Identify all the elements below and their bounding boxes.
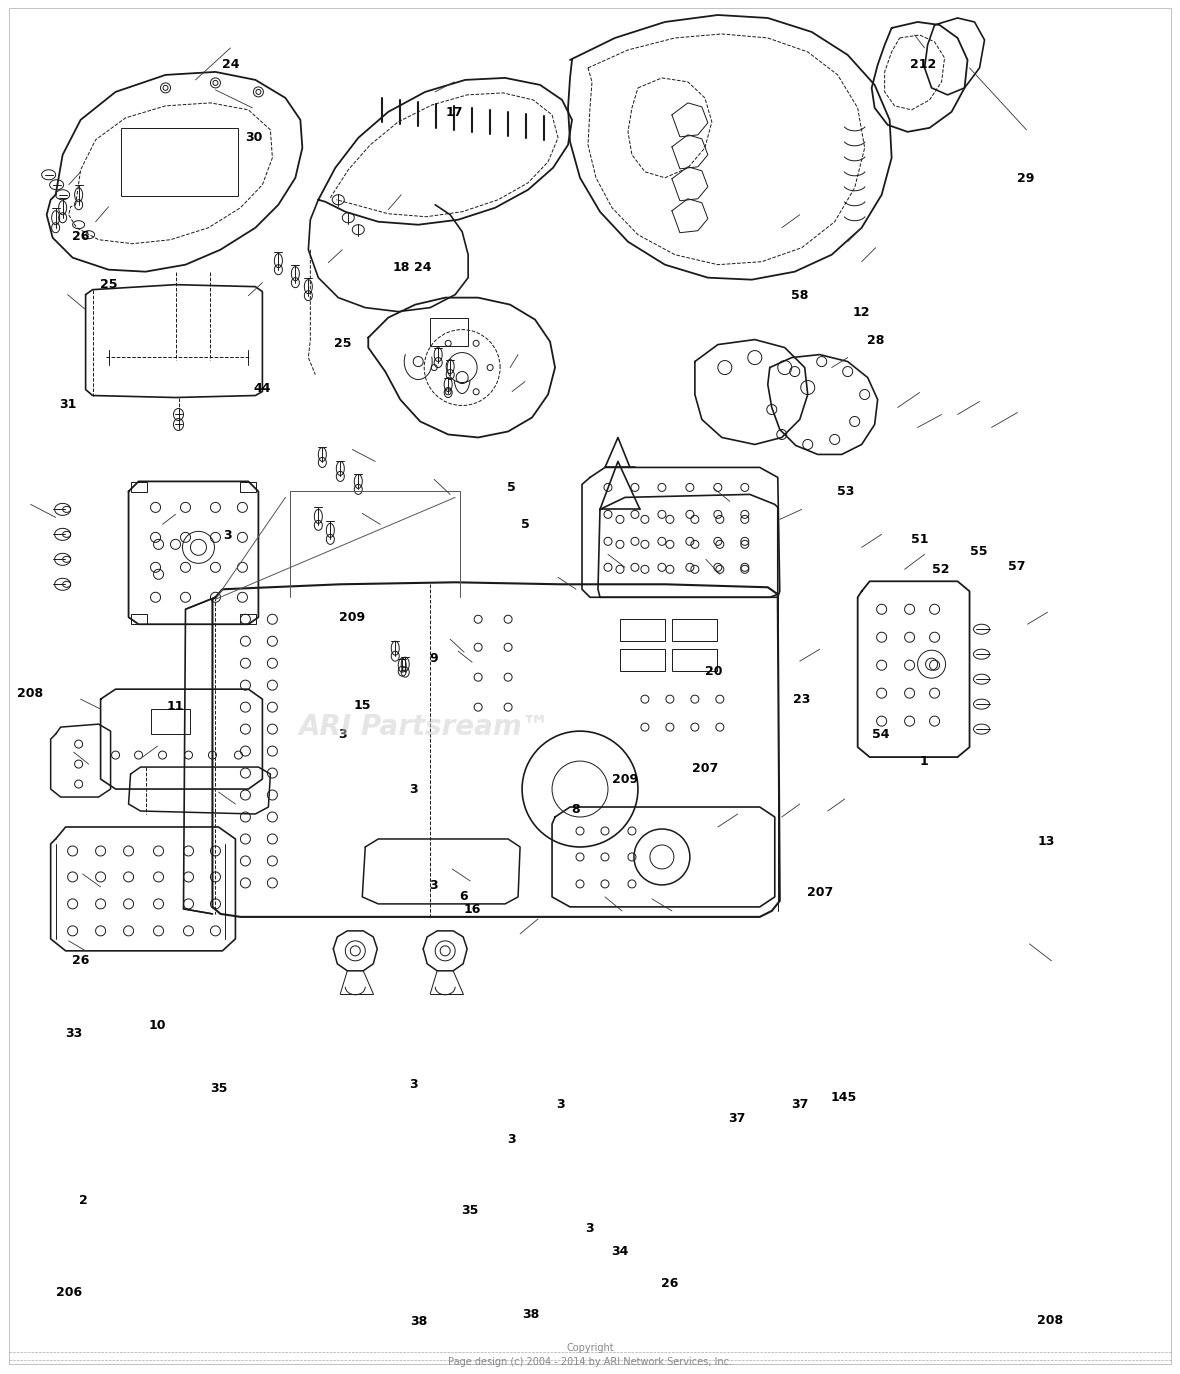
- Text: 12: 12: [852, 306, 870, 319]
- Bar: [620, 649, 664, 671]
- Bar: [241, 482, 256, 492]
- Text: 30: 30: [245, 131, 263, 144]
- Bar: [131, 482, 146, 492]
- Text: 26: 26: [72, 954, 90, 967]
- Text: 3: 3: [339, 728, 347, 741]
- Text: 17: 17: [446, 106, 464, 120]
- Text: 37: 37: [791, 1098, 808, 1112]
- Bar: [241, 614, 256, 624]
- Text: 15: 15: [354, 699, 372, 712]
- Text: 38: 38: [523, 1308, 539, 1322]
- Text: 35: 35: [461, 1204, 478, 1217]
- Text: 58: 58: [791, 289, 808, 301]
- Text: 44: 44: [254, 382, 271, 394]
- Text: 29: 29: [1017, 172, 1035, 185]
- Text: 20: 20: [704, 665, 722, 677]
- Bar: [671, 620, 716, 642]
- Bar: [131, 614, 146, 624]
- Text: 26: 26: [662, 1276, 678, 1290]
- Text: 34: 34: [611, 1245, 628, 1259]
- Text: 212: 212: [911, 58, 937, 71]
- Bar: [120, 128, 238, 195]
- Text: 52: 52: [932, 563, 950, 576]
- Text: 24: 24: [414, 261, 432, 273]
- Text: 38: 38: [411, 1315, 427, 1329]
- Text: 13: 13: [1037, 835, 1055, 848]
- Text: 25: 25: [334, 337, 352, 349]
- Text: 5: 5: [506, 481, 516, 493]
- Text: 8: 8: [571, 804, 581, 816]
- Text: 2: 2: [79, 1194, 87, 1208]
- Text: 206: 206: [55, 1286, 83, 1300]
- Text: 33: 33: [65, 1026, 83, 1040]
- Text: 6: 6: [459, 889, 468, 903]
- Text: Copyright
Page design (c) 2004 - 2014 by ARI Network Services, Inc.: Copyright Page design (c) 2004 - 2014 by…: [448, 1344, 732, 1367]
- Text: 11: 11: [166, 701, 184, 713]
- Text: 9: 9: [430, 653, 438, 665]
- Text: 145: 145: [831, 1091, 857, 1105]
- Text: 3: 3: [585, 1221, 595, 1235]
- Bar: [620, 620, 664, 642]
- Text: 53: 53: [837, 485, 854, 497]
- Text: 54: 54: [872, 728, 890, 741]
- Text: 10: 10: [149, 1018, 166, 1032]
- Text: 1: 1: [919, 756, 927, 768]
- Text: 28: 28: [866, 334, 884, 346]
- Text: 25: 25: [100, 278, 118, 290]
- Text: 31: 31: [59, 398, 77, 411]
- Text: 3: 3: [556, 1098, 565, 1112]
- Text: 208: 208: [18, 687, 44, 699]
- Text: 35: 35: [210, 1081, 228, 1095]
- Text: 5: 5: [520, 518, 530, 530]
- Text: 207: 207: [807, 885, 833, 899]
- Text: 24: 24: [222, 58, 240, 71]
- Text: 57: 57: [1008, 561, 1025, 573]
- Text: 209: 209: [339, 611, 365, 624]
- Text: 37: 37: [728, 1112, 746, 1125]
- Bar: [431, 317, 468, 346]
- Text: 3: 3: [409, 1077, 418, 1091]
- Text: 3: 3: [430, 878, 438, 892]
- Text: 55: 55: [970, 545, 988, 558]
- Text: 209: 209: [612, 774, 638, 786]
- Text: 3: 3: [223, 529, 231, 541]
- Text: 3: 3: [506, 1132, 516, 1146]
- Text: 51: 51: [911, 533, 929, 545]
- Text: 3: 3: [409, 783, 418, 796]
- Text: 16: 16: [464, 903, 480, 916]
- Bar: [671, 649, 716, 671]
- Text: 207: 207: [693, 763, 719, 775]
- Text: 26: 26: [72, 229, 90, 243]
- Text: 23: 23: [793, 694, 811, 706]
- Bar: [151, 709, 190, 734]
- Text: ARI Partsream™: ARI Partsream™: [300, 713, 551, 742]
- Text: 208: 208: [1036, 1314, 1063, 1327]
- Text: 18: 18: [393, 261, 411, 273]
